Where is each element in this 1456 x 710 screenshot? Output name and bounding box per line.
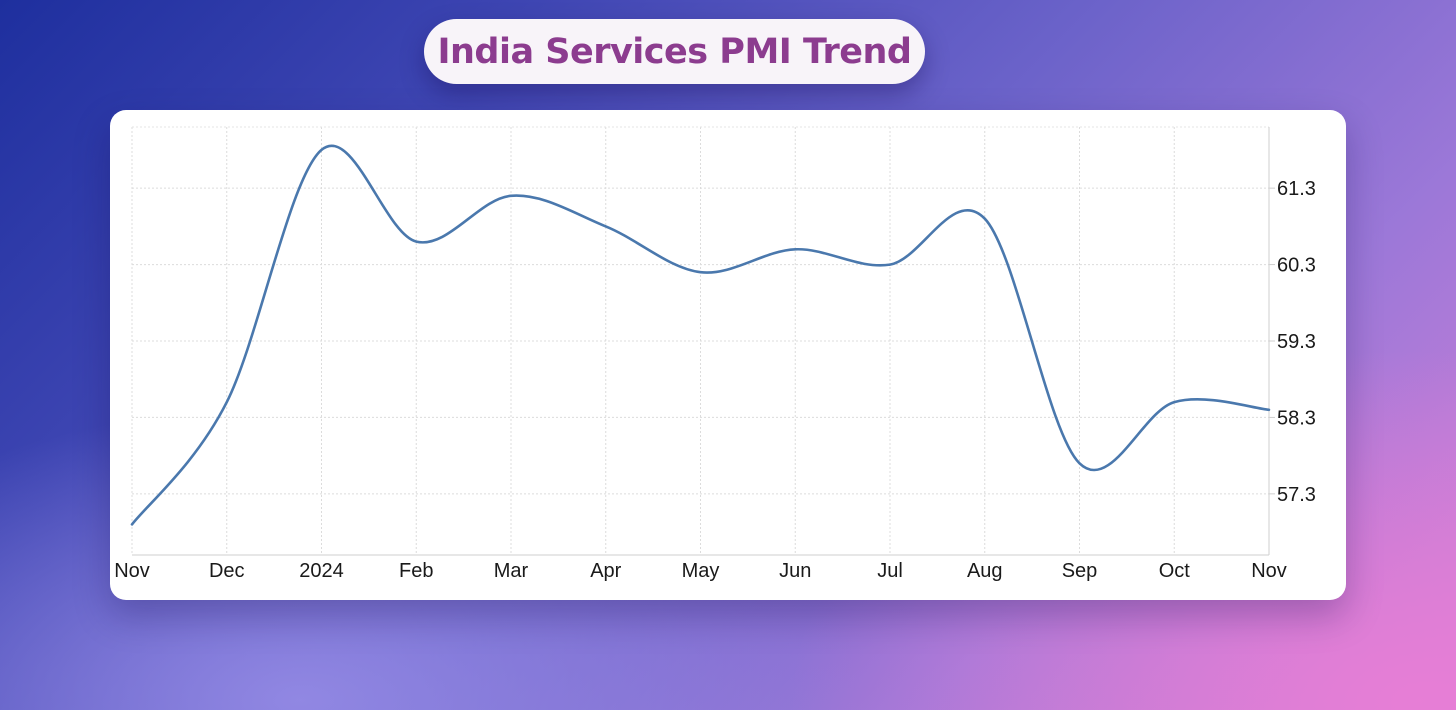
x-tick-label: May — [682, 560, 720, 582]
x-tick-label: Oct — [1159, 560, 1191, 582]
chart-title-pill: India Services PMI Trend — [424, 19, 925, 84]
data-point — [699, 270, 703, 274]
data-point — [604, 224, 608, 228]
data-point — [793, 247, 797, 251]
x-tick-label: Nov — [114, 560, 150, 582]
pmi-line-chart: Nov Dec 2024 Feb Mar Apr May Jun Jul Aug Sep Oct Nov… — [114, 126, 1316, 582]
chart-title: India Services PMI Trend — [437, 31, 912, 72]
data-point — [1267, 408, 1271, 412]
axes — [132, 127, 1275, 556]
x-tick-label: 2024 — [299, 560, 344, 582]
data-point — [983, 217, 987, 221]
x-axis-labels: Nov Dec 2024 Feb Mar Apr May Jun Jul Aug Sep Oct Nov — [114, 560, 1287, 582]
x-tick-label: Apr — [590, 560, 621, 582]
x-tick-label: Feb — [399, 560, 433, 582]
y-tick-label: 58.3 — [1277, 407, 1316, 429]
y-tick-label: 60.3 — [1277, 255, 1316, 277]
data-point — [320, 148, 324, 152]
data-point — [509, 194, 513, 198]
x-tick-label: Sep — [1062, 560, 1098, 582]
data-point — [888, 263, 892, 267]
pmi-series-line — [130, 144, 1271, 526]
y-tick-label: 61.3 — [1277, 178, 1316, 200]
y-tick-label: 59.3 — [1277, 331, 1316, 353]
grid-lines — [131, 126, 1270, 555]
data-point — [225, 400, 229, 404]
data-point — [414, 240, 418, 244]
x-tick-label: Jun — [779, 560, 811, 582]
x-tick-label: Aug — [967, 560, 1003, 582]
x-tick-label: Mar — [494, 560, 529, 582]
data-point — [1172, 400, 1176, 404]
data-point — [130, 522, 134, 526]
series-layer — [130, 144, 1271, 526]
data-point — [1078, 461, 1082, 465]
chart-card: Nov Dec 2024 Feb Mar Apr May Jun Jul Aug Sep Oct Nov… — [110, 110, 1346, 600]
y-tick-label: 57.3 — [1277, 484, 1316, 506]
x-tick-label: Nov — [1251, 560, 1287, 582]
x-tick-label: Dec — [209, 560, 245, 582]
x-tick-label: Jul — [877, 560, 903, 582]
y-axis-labels: 57.3 58.3 59.3 60.3 61.3 — [1277, 178, 1316, 506]
